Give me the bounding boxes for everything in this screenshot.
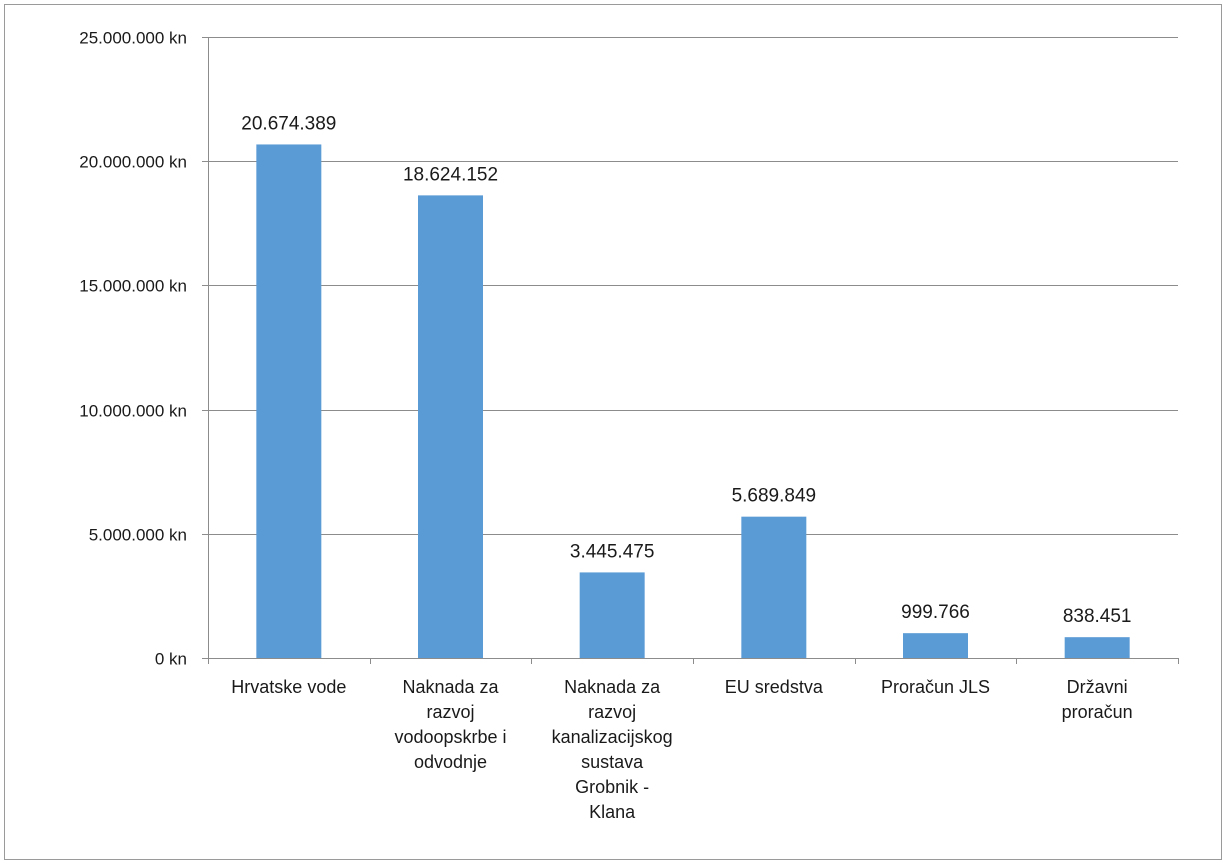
x-category-label: EU sredstva bbox=[725, 677, 824, 697]
y-tick-label: 10.000.000 kn bbox=[79, 402, 187, 421]
x-category-label-line: EU sredstva bbox=[725, 677, 824, 697]
x-category-label-line: Državni bbox=[1067, 677, 1128, 697]
y-axis-tick-labels: 0 kn 5.000.000 kn 10.000.000 kn 15.000.000 … bbox=[79, 29, 187, 669]
data-label: 999.766 bbox=[901, 602, 970, 623]
x-category-label-line: Grobnik - bbox=[575, 777, 649, 797]
x-category-label-line: Klana bbox=[589, 802, 636, 822]
y-tick-label: 15.000.000 kn bbox=[79, 277, 187, 296]
x-category-label-line: vodoopskrbe i bbox=[394, 727, 506, 747]
x-category-label-line: Hrvatske vode bbox=[231, 677, 346, 697]
x-category-label-line: sustava bbox=[581, 752, 644, 772]
bar bbox=[418, 195, 483, 658]
bars bbox=[256, 144, 1130, 658]
y-tick-label: 5.000.000 kn bbox=[89, 526, 187, 545]
gridlines bbox=[202, 37, 1178, 659]
axes bbox=[208, 37, 1179, 664]
bar bbox=[903, 633, 968, 658]
x-category-label-line: razvoj bbox=[426, 702, 474, 722]
data-label: 20.674.389 bbox=[241, 113, 336, 134]
data-labels: 20.674.389 18.624.152 3.445.475 5.689.849 99… bbox=[241, 113, 1131, 627]
data-label: 18.624.152 bbox=[403, 164, 498, 185]
bar bbox=[256, 144, 322, 658]
x-axis-category-labels: Hrvatske vode Naknada za razvoj vodoopskrbe… bbox=[231, 677, 1132, 822]
x-category-label-line: odvodnje bbox=[414, 752, 487, 772]
x-category-label-line: kanalizacijskog bbox=[552, 727, 673, 747]
x-category-label-line: razvoj bbox=[588, 702, 636, 722]
chart-frame bbox=[4, 4, 1222, 860]
bar bbox=[1064, 637, 1130, 658]
x-category-label: Državni proračun bbox=[1062, 677, 1133, 722]
data-label: 838.451 bbox=[1063, 606, 1132, 627]
x-category-label: Naknada za razvoj kanalizacijskog sustava Gr… bbox=[552, 677, 673, 822]
x-category-label-line: proračun bbox=[1062, 702, 1133, 722]
x-category-label-line: Naknada za bbox=[402, 677, 499, 697]
bar bbox=[741, 516, 807, 658]
data-label: 5.689.849 bbox=[732, 486, 817, 507]
data-label: 3.445.475 bbox=[570, 541, 655, 562]
x-category-label: Proračun JLS bbox=[881, 677, 990, 697]
y-tick-label: 20.000.000 kn bbox=[79, 153, 187, 172]
x-category-label-line: Naknada za bbox=[564, 677, 661, 697]
x-category-label: Naknada za razvoj vodoopskrbe i odvodnje bbox=[394, 677, 506, 772]
x-category-label-line: Proračun JLS bbox=[881, 677, 990, 697]
x-category-label: Hrvatske vode bbox=[231, 677, 346, 697]
bar bbox=[579, 572, 645, 658]
y-tick-label: 25.000.000 kn bbox=[79, 29, 187, 48]
y-tick-label: 0 kn bbox=[155, 650, 187, 669]
